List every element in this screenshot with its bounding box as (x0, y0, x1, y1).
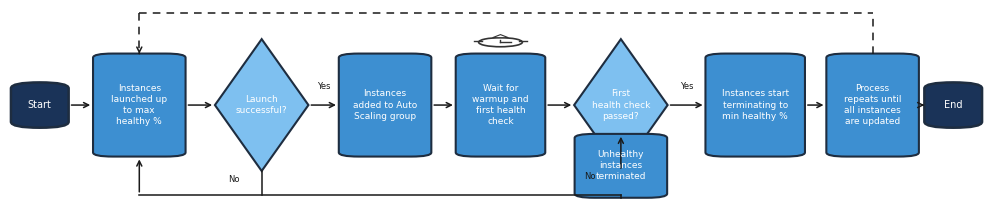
Text: Launch
successful?: Launch successful? (236, 95, 287, 115)
Text: Unhealthy
instances
terminated: Unhealthy instances terminated (595, 150, 645, 181)
Text: Instances
launched up
to max
healthy %: Instances launched up to max healthy % (111, 84, 167, 126)
Text: No: No (583, 172, 595, 181)
Text: Yes: Yes (679, 82, 693, 91)
Polygon shape (574, 39, 667, 171)
Text: End: End (943, 100, 961, 110)
FancyBboxPatch shape (455, 54, 545, 157)
FancyBboxPatch shape (923, 82, 981, 128)
Text: Wait for
warmup and
first health
check: Wait for warmup and first health check (472, 84, 528, 126)
Text: Process
repeats until
all instances
are updated: Process repeats until all instances are … (843, 84, 901, 126)
Text: Start: Start (28, 100, 52, 110)
Polygon shape (492, 35, 508, 38)
Text: No: No (228, 175, 240, 184)
Text: Yes: Yes (316, 82, 330, 91)
FancyBboxPatch shape (575, 134, 666, 198)
FancyBboxPatch shape (825, 54, 918, 157)
Circle shape (478, 38, 522, 47)
FancyBboxPatch shape (705, 54, 804, 157)
FancyBboxPatch shape (338, 54, 430, 157)
FancyBboxPatch shape (93, 54, 185, 157)
Text: First
health check
passed?: First health check passed? (591, 89, 649, 121)
Text: Instances
added to Auto
Scaling group: Instances added to Auto Scaling group (353, 89, 416, 121)
Text: Instances start
terminating to
min healthy %: Instances start terminating to min healt… (721, 89, 788, 121)
Polygon shape (215, 39, 308, 171)
FancyBboxPatch shape (11, 82, 69, 128)
